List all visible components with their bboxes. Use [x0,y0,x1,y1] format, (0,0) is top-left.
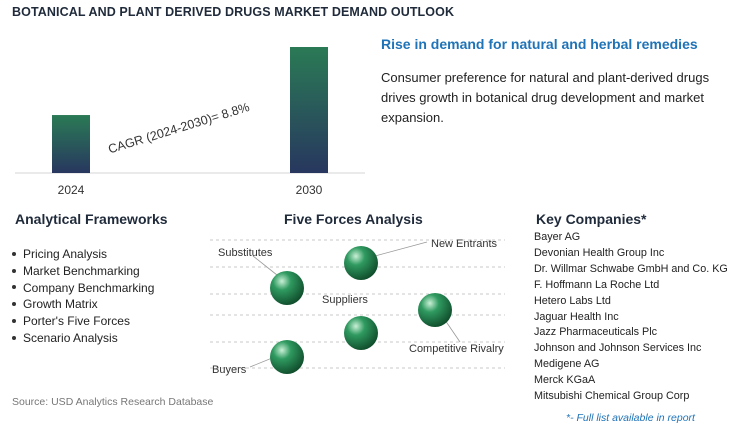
headline-description: Consumer preference for natural and plan… [381,70,710,125]
companies-title: Key Companies* [536,211,647,227]
bullet-icon [12,335,16,340]
list-item: Merck KGaA [534,374,596,387]
bullet-icon [12,302,16,307]
list-item: Jaguar Health Inc [534,310,619,323]
buyers-sphere-icon [270,340,304,374]
list-item: F. Hoffmann La Roche Ltd [534,278,660,291]
list-item: Bayer AG [534,231,581,243]
cagr-annotation: CAGR (2024-2030)= 8.8% [107,100,252,156]
list-item: Company Benchmarking [12,280,154,297]
list-item: Mitsubishi Chemical Group Corp [534,390,690,403]
bar-2024 [52,115,90,173]
full-list-note: *- Full list available in report [566,412,695,424]
list-item: Devonian Health Group Inc [534,246,665,259]
list-item: Dr. Willmar Schwabe GmbH and Co. KG [534,262,728,275]
five-forces-diagram: Substitutes New Entrants Suppliers Compe… [210,238,505,376]
new-entrants-sphere-icon [344,246,378,280]
list-item: Pricing Analysis [12,246,154,263]
list-item: Hetero Labs Ltd [534,294,611,307]
page-title: BOTANICAL AND PLANT DERIVED DRUGS MARKET… [12,5,455,19]
x-tick-label: 2024 [58,183,85,197]
source-note: Source: USD Analytics Research Database [12,396,214,408]
competitive-rivalry-sphere-icon [418,293,452,327]
force-grid [210,239,505,369]
competitive-rivalry-label: Competitive Rivalry [409,343,504,355]
list-item: Medigene AG [534,358,600,371]
bullet-icon [12,319,16,324]
suppliers-label: Suppliers [322,294,368,306]
list-item: Jazz Pharmaceuticals Plc [534,326,658,339]
companies-list: Bayer AG Devonian Health Group Inc Dr. W… [534,230,728,405]
substitutes-label: Substitutes [218,247,273,259]
bar-2030 [290,47,328,173]
frameworks-title: Analytical Frameworks [15,211,168,227]
frameworks-list: Pricing Analysis Market Benchmarking Com… [12,246,154,347]
list-item: Johnson and Johnson Services Inc [534,342,702,355]
list-item: Porter's Five Forces [12,313,154,330]
buyers-label: Buyers [212,364,247,376]
bullet-icon [12,268,16,273]
headline: Rise in demand for natural and herbal re… [381,36,698,52]
list-item: Scenario Analysis [12,330,154,347]
list-item: Growth Matrix [12,296,154,313]
five-forces-title: Five Forces Analysis [284,211,423,227]
new-entrants-label: New Entrants [431,238,498,250]
substitutes-sphere-icon [270,271,304,305]
bullet-icon [12,285,16,290]
bullet-icon [12,251,16,256]
demand-bar-chart: 2024 2030 CAGR (2024-2030)= 8.8% [15,47,365,197]
suppliers-sphere-icon [344,316,378,350]
list-item: Market Benchmarking [12,263,154,280]
x-tick-label: 2030 [296,183,323,197]
